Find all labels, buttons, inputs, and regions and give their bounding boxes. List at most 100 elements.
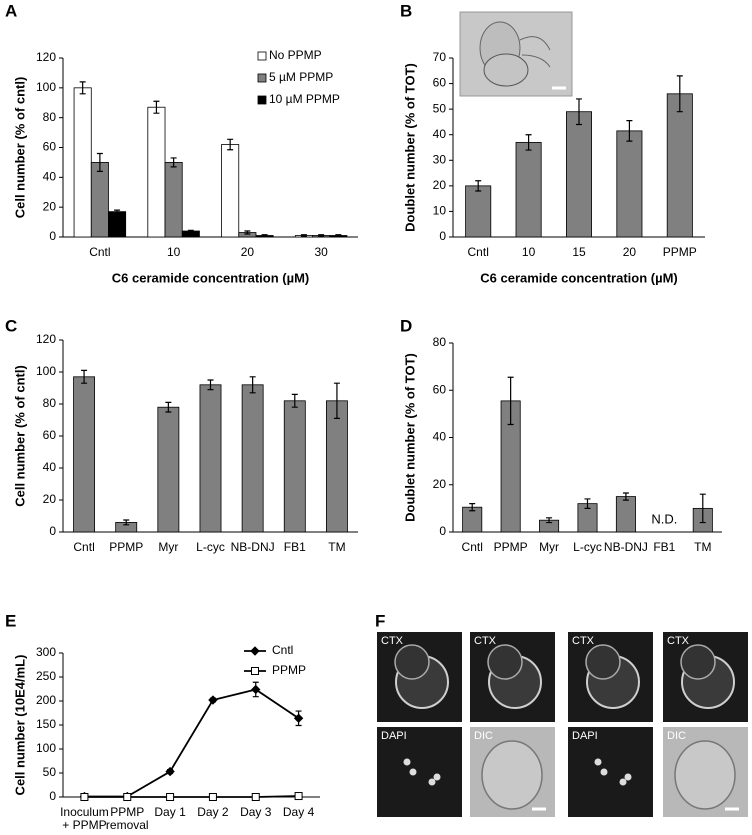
error-bar bbox=[170, 157, 177, 168]
y-tick-label: 70 bbox=[433, 50, 447, 64]
bar bbox=[283, 400, 306, 533]
y-tick-label: 80 bbox=[433, 335, 447, 349]
legend-label: 10 µM PPMP bbox=[269, 92, 340, 106]
nucleus bbox=[409, 768, 417, 776]
point bbox=[80, 793, 89, 801]
error-bar bbox=[525, 134, 532, 151]
x-tick-label: 10 bbox=[522, 245, 536, 259]
cell-outline bbox=[674, 740, 736, 810]
cell-outline bbox=[680, 644, 716, 680]
nucleus bbox=[403, 758, 411, 766]
error-bar bbox=[507, 376, 514, 426]
y-tick-label: 250 bbox=[36, 669, 56, 683]
panel-label: A bbox=[5, 1, 17, 20]
y-tick-label: 60 bbox=[43, 428, 57, 442]
point bbox=[123, 793, 132, 801]
bar bbox=[147, 106, 166, 238]
tile-label: DIC bbox=[667, 730, 686, 742]
y-axis-title: Doublet number (% of TOT) bbox=[402, 353, 417, 522]
error-bar bbox=[187, 229, 194, 233]
error-bar bbox=[249, 376, 256, 394]
point bbox=[293, 713, 304, 723]
legend-swatch bbox=[257, 95, 267, 105]
y-tick-label: 120 bbox=[36, 50, 56, 64]
y-tick-label: 100 bbox=[36, 80, 56, 94]
nucleus bbox=[428, 778, 436, 786]
cell-outline bbox=[585, 644, 621, 680]
nucleus bbox=[594, 758, 602, 766]
y-axis-title: Cell number (10E4/mL) bbox=[12, 655, 27, 796]
line bbox=[84, 688, 300, 798]
error-bar bbox=[576, 98, 582, 126]
micrograph bbox=[568, 727, 653, 817]
y-tick-label: 0 bbox=[439, 524, 446, 538]
y-axis-title: Doublet number (% of TOT) bbox=[402, 63, 417, 232]
tile-label: DIC bbox=[474, 730, 493, 742]
y-tick-label: 300 bbox=[36, 645, 56, 659]
point bbox=[166, 793, 175, 801]
legend-swatch bbox=[257, 73, 267, 83]
y-tick-label: 150 bbox=[36, 717, 56, 731]
y-tick-label: 200 bbox=[36, 693, 56, 707]
y-tick-label: 60 bbox=[433, 382, 447, 396]
error-bar bbox=[300, 234, 307, 237]
bar bbox=[615, 496, 636, 533]
y-tick-label: 80 bbox=[43, 396, 57, 410]
error-bar bbox=[244, 230, 251, 235]
y-tick-label: 10 bbox=[433, 204, 447, 218]
legend-swatch bbox=[257, 51, 267, 61]
y-tick-label: 20 bbox=[43, 492, 57, 506]
y-tick-label: 0 bbox=[439, 229, 446, 243]
x-tick-label: Cntl bbox=[89, 245, 110, 259]
y-tick-label: 120 bbox=[36, 332, 56, 346]
nucleus bbox=[600, 768, 608, 776]
cell-outline bbox=[481, 740, 543, 810]
point bbox=[208, 793, 217, 801]
legend-marker bbox=[250, 646, 260, 656]
cell-outline bbox=[394, 644, 430, 680]
x-tick-label: NB-DNJ bbox=[231, 540, 275, 554]
line bbox=[84, 795, 299, 798]
y-tick-label: 60 bbox=[43, 140, 57, 154]
y-tick-label: 80 bbox=[43, 110, 57, 124]
point bbox=[251, 684, 261, 695]
x-tick-label: L-cyc bbox=[573, 540, 602, 554]
x-tick-label: Inoculum + PPMP bbox=[60, 805, 109, 832]
x-tick-label: NB-DNJ bbox=[604, 540, 648, 554]
x-tick-label: Day 2 bbox=[197, 805, 229, 819]
point bbox=[208, 695, 218, 705]
error-bar bbox=[475, 180, 482, 192]
point bbox=[251, 793, 260, 801]
error-bar bbox=[79, 81, 86, 95]
error-bar bbox=[699, 493, 706, 524]
nucleus bbox=[619, 778, 627, 786]
point bbox=[294, 792, 303, 801]
x-tick-label: Myr bbox=[539, 540, 559, 554]
bar bbox=[616, 130, 643, 238]
x-tick-label: PPMP bbox=[663, 245, 697, 259]
tile-label: CTX bbox=[667, 635, 690, 647]
error-bar bbox=[546, 517, 553, 524]
bar bbox=[157, 406, 180, 533]
error-bar bbox=[261, 234, 268, 237]
x-tick-label: Cntl bbox=[462, 540, 483, 554]
bar bbox=[241, 384, 264, 533]
x-tick-label: PPMP removal bbox=[106, 805, 149, 832]
error-bar bbox=[81, 369, 88, 384]
panel-label: D bbox=[400, 316, 412, 335]
tile-label: CTX bbox=[474, 635, 497, 647]
micrograph bbox=[377, 727, 462, 817]
y-tick-label: 20 bbox=[433, 477, 447, 491]
error-bar bbox=[318, 234, 325, 237]
tile-label: CTX bbox=[572, 635, 595, 647]
x-tick-label: 20 bbox=[623, 245, 637, 259]
bar bbox=[465, 185, 492, 238]
x-tick-label: 10 bbox=[167, 245, 181, 259]
error-bar bbox=[165, 401, 172, 413]
nucleus bbox=[433, 773, 441, 781]
x-tick-label: FB1 bbox=[653, 540, 675, 554]
x-tick-label: Day 1 bbox=[154, 805, 186, 819]
y-tick-label: 40 bbox=[433, 127, 447, 141]
tile-label: CTX bbox=[381, 635, 404, 647]
